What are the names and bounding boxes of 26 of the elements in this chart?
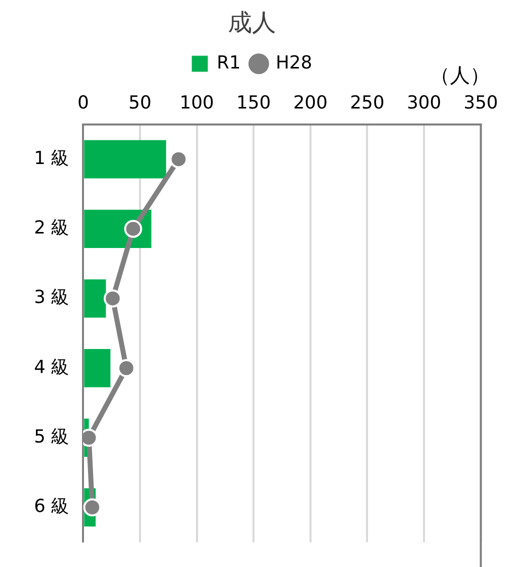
x-tick-label: 50: [128, 92, 152, 114]
x-tick-label: 150: [236, 92, 271, 114]
y-tick-label: 6 級: [34, 496, 70, 518]
y-tick-label: 2 級: [34, 218, 70, 239]
x-tick-label: 200: [293, 92, 328, 114]
bar: [84, 140, 166, 178]
text: （人）: [430, 63, 490, 88]
x-tick-label: 300: [406, 92, 442, 114]
chart-title: 成人: [228, 8, 276, 37]
point: [170, 150, 188, 168]
point: [104, 289, 122, 308]
y-tick-label: 5 級: [34, 426, 70, 448]
legend-label: H28: [276, 52, 312, 74]
bar: [84, 279, 106, 318]
y-tick-label: 1 級: [34, 148, 70, 169]
y-tick-label: 4 級: [34, 356, 70, 378]
point: [117, 359, 136, 378]
point: [124, 220, 142, 238]
bar: [84, 348, 110, 388]
x-tick-label: 100: [180, 92, 214, 114]
x-tick-label: 250: [350, 92, 384, 114]
x-tick-label: 350: [464, 92, 498, 114]
x-tick-label: 0: [77, 92, 89, 114]
legend-label: R1: [216, 52, 241, 74]
point: [83, 498, 102, 516]
y-tick-label: 3 級: [34, 287, 70, 308]
